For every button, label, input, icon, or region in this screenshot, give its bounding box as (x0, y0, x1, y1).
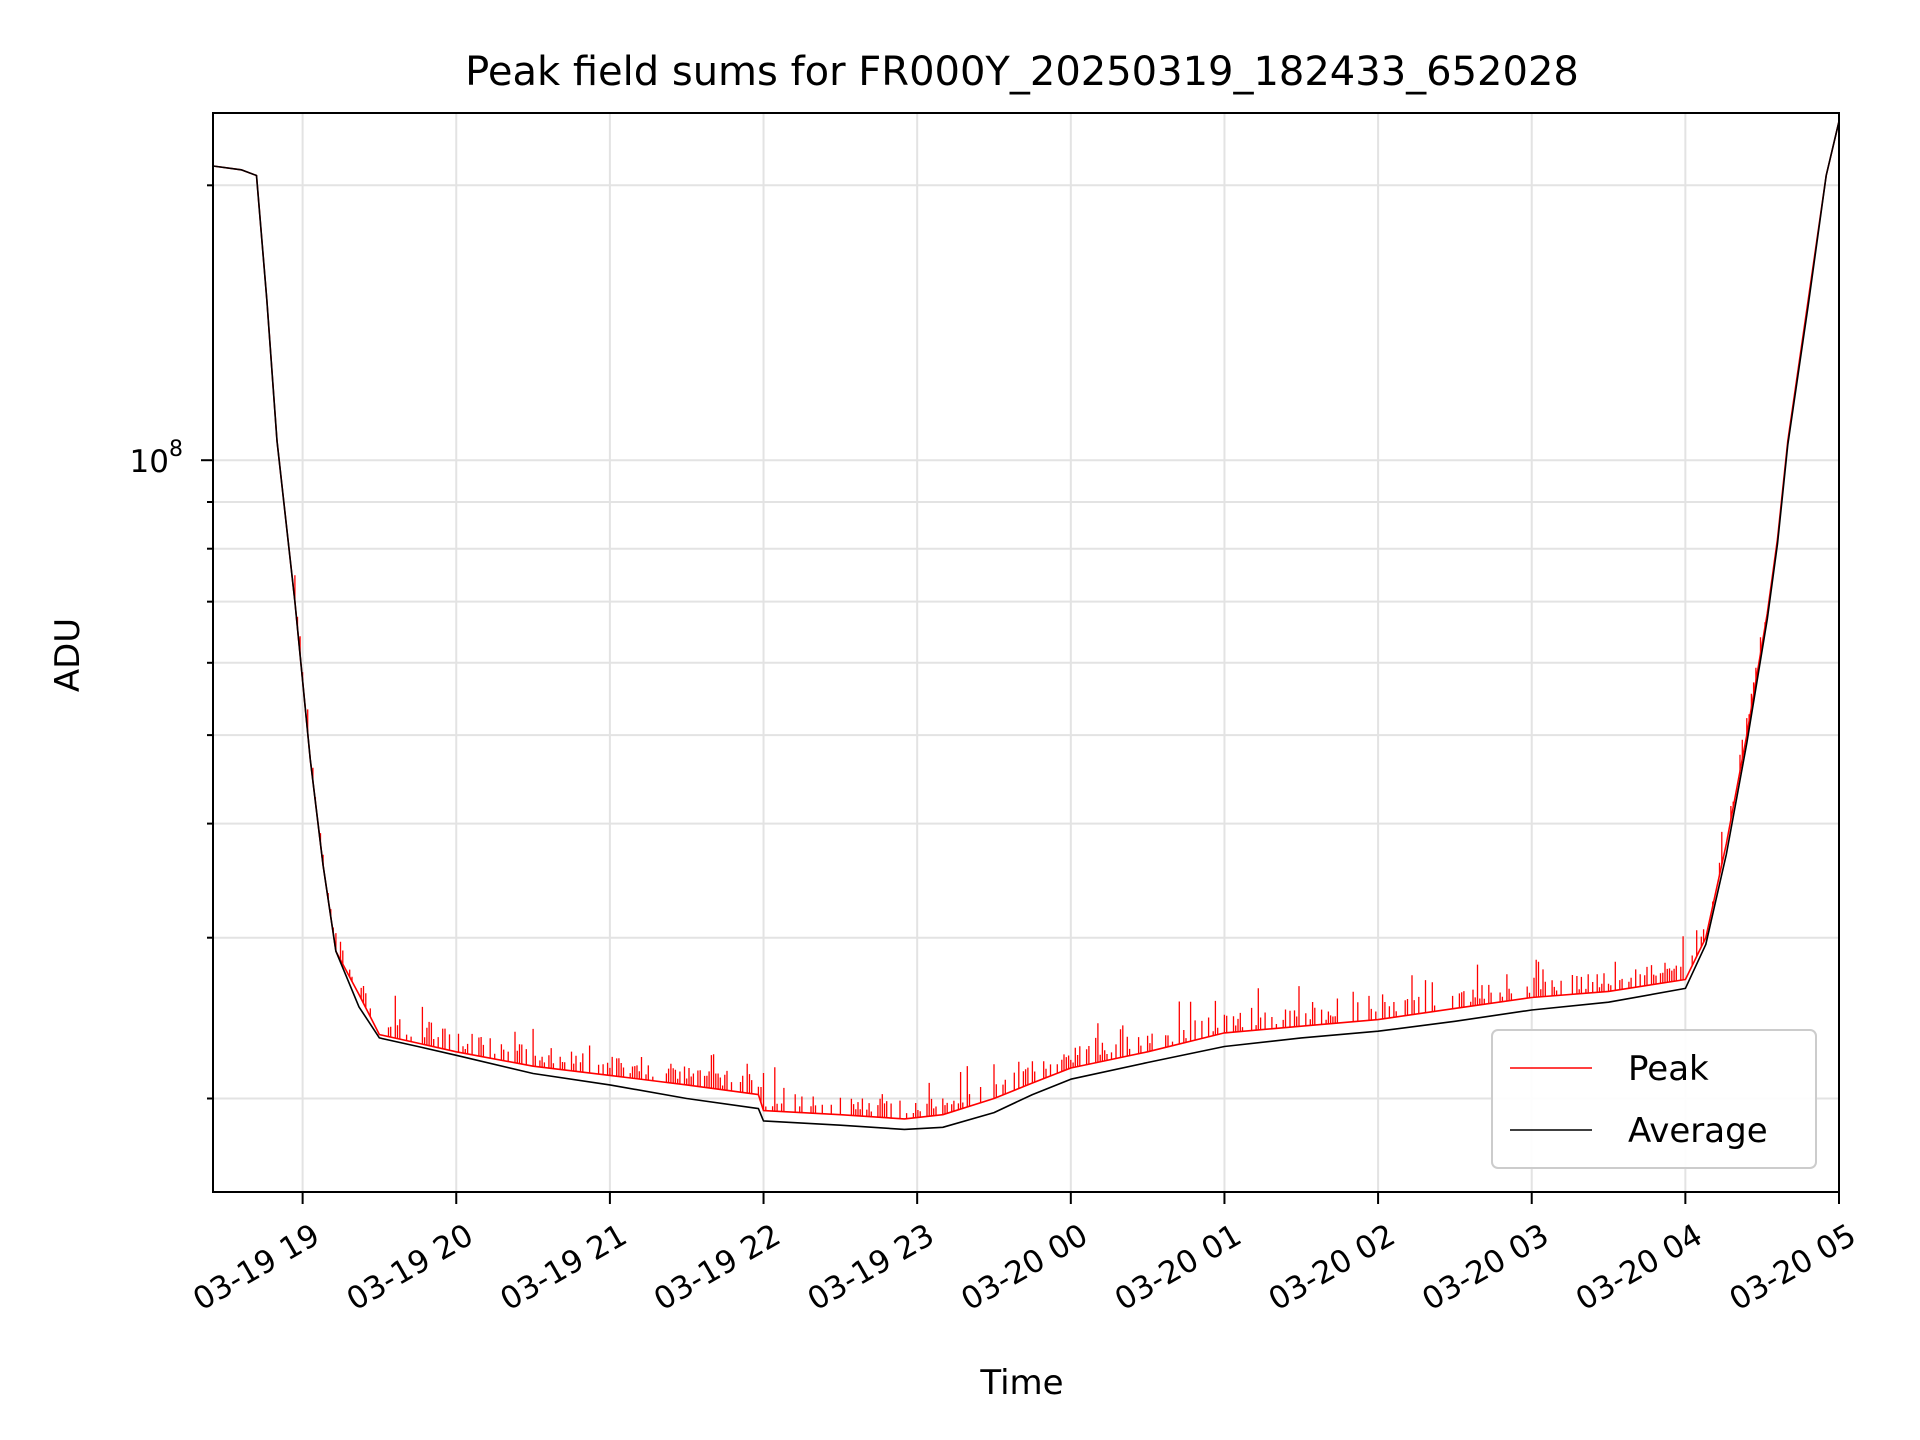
series-spikes-peak (294, 575, 1766, 1119)
x-axis-label: Time (979, 1363, 1063, 1403)
legend-label-peak: Peak (1628, 1049, 1709, 1089)
series-line-average (213, 121, 1839, 1131)
y-tick-label-base: 10 (130, 444, 169, 480)
chart-title: Peak field sums for FR000Y_20250319_1824… (465, 49, 1579, 95)
legend-box (1491, 1029, 1817, 1169)
legend-label-average: Average (1628, 1111, 1768, 1151)
series-average (213, 121, 1839, 1131)
y-tick-label-exponent: 8 (169, 437, 183, 462)
series-lines (213, 121, 1839, 1131)
legend: Peak Average (1491, 1029, 1817, 1169)
plot-frame (212, 112, 1840, 1193)
y-axis-label: ADU (48, 618, 88, 692)
y-tick-label: 108 (130, 437, 183, 480)
